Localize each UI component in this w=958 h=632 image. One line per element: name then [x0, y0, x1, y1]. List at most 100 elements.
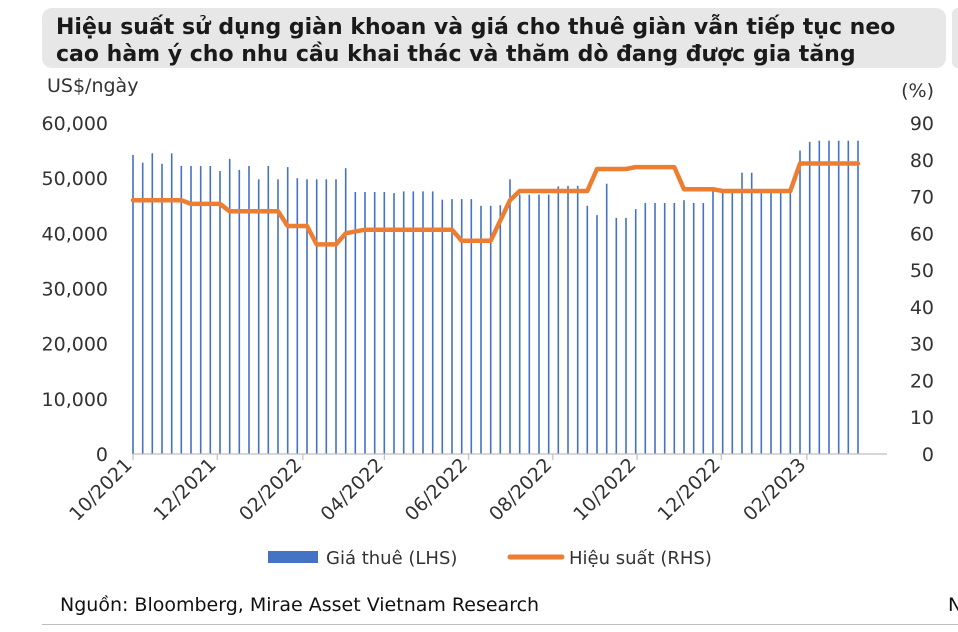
title-banner-edge [952, 8, 958, 68]
bar [789, 186, 792, 454]
bar [634, 209, 637, 454]
y-right-tick-label: 20 [910, 370, 934, 392]
bar [721, 189, 724, 454]
y-left-tick-label: 30,000 [42, 279, 108, 301]
bottom-divider [42, 624, 958, 625]
bar [170, 153, 173, 455]
bar [557, 186, 560, 454]
x-tick-label: 08/2022 [485, 454, 556, 525]
bar [141, 162, 144, 454]
bar [567, 185, 569, 454]
bar [451, 199, 453, 454]
bar [209, 166, 212, 454]
bar [489, 205, 492, 455]
bar [576, 185, 579, 454]
bar [663, 203, 666, 454]
bar [199, 166, 202, 454]
bar [683, 200, 685, 454]
bar [808, 141, 811, 455]
bar [441, 199, 444, 454]
bar [161, 163, 163, 455]
y-right-axis-label: (%) [901, 80, 934, 102]
bar [180, 166, 183, 454]
bar [238, 169, 241, 454]
bar [847, 140, 850, 454]
bar [373, 192, 376, 454]
bar [625, 217, 627, 454]
y-right-tick-label: 90 [910, 113, 934, 135]
x-tick-label: 04/2022 [316, 454, 387, 525]
bar [760, 189, 763, 454]
bar [383, 192, 386, 454]
y-left-tick-label: 40,000 [42, 223, 108, 245]
x-tick-label: 02/2023 [739, 454, 810, 525]
bar [528, 194, 531, 454]
bar [296, 178, 299, 454]
bar [712, 190, 714, 455]
bar [335, 179, 337, 455]
bar [702, 203, 705, 454]
y-left-tick-label: 60,000 [42, 113, 108, 135]
bar [509, 179, 511, 455]
bar [673, 203, 676, 454]
bar [586, 205, 589, 455]
bar [306, 179, 308, 455]
y-left-tick-label: 50,000 [42, 168, 108, 190]
bar [470, 199, 473, 454]
bar [402, 191, 405, 454]
bar [422, 191, 424, 454]
bar [644, 203, 647, 454]
bar [460, 199, 463, 454]
bar [344, 168, 347, 454]
y-left-tick-label: 10,000 [42, 389, 108, 411]
bar [596, 215, 598, 454]
bar [837, 140, 840, 454]
bar [779, 189, 782, 454]
source-note-truncated: N [948, 594, 958, 616]
bar [547, 194, 550, 454]
bar [741, 172, 743, 454]
bar [315, 179, 318, 455]
legend-swatch-bars [268, 551, 318, 563]
y-left-tick-label: 0 [96, 444, 108, 466]
x-tick-label: 12/2022 [653, 454, 724, 525]
y-left-tick-label: 20,000 [42, 334, 108, 356]
bar [431, 191, 434, 454]
bar [654, 203, 656, 454]
bar [750, 172, 753, 454]
y-right-tick-label: 30 [910, 334, 934, 356]
bar [354, 192, 357, 454]
x-tick-label: 06/2022 [401, 454, 472, 525]
bar [731, 189, 734, 454]
chart-title: Hiệu suất sử dụng giàn khoan và giá cho … [56, 15, 896, 67]
bar [518, 194, 521, 454]
y-right-tick-label: 50 [910, 260, 934, 282]
bar [770, 189, 772, 454]
bar [219, 171, 221, 454]
bar [857, 140, 859, 454]
bar [364, 192, 366, 454]
bar [692, 203, 695, 454]
y-right-tick-label: 80 [910, 150, 934, 172]
bar [499, 205, 502, 454]
bar [257, 179, 260, 455]
bar [605, 183, 608, 454]
bar [151, 153, 154, 455]
y-right-tick-label: 70 [910, 187, 934, 209]
x-tick-label: 12/2021 [149, 454, 220, 525]
bar [132, 155, 134, 454]
y-left-axis-label: US$/ngày [47, 75, 138, 97]
source-note: Nguồn: Bloomberg, Mirae Asset Vietnam Re… [60, 594, 540, 616]
bar [412, 191, 415, 454]
bar [277, 179, 279, 455]
series-line [130, 161, 861, 247]
legend-label-line: Hiệu suất (RHS) [569, 548, 712, 569]
bar [393, 193, 395, 454]
legend-label-bars: Giá thuê (LHS) [326, 548, 457, 569]
bar [538, 194, 540, 454]
bar [325, 179, 328, 455]
bar [248, 166, 250, 454]
bar [190, 166, 192, 454]
y-right-tick-label: 10 [910, 407, 934, 429]
